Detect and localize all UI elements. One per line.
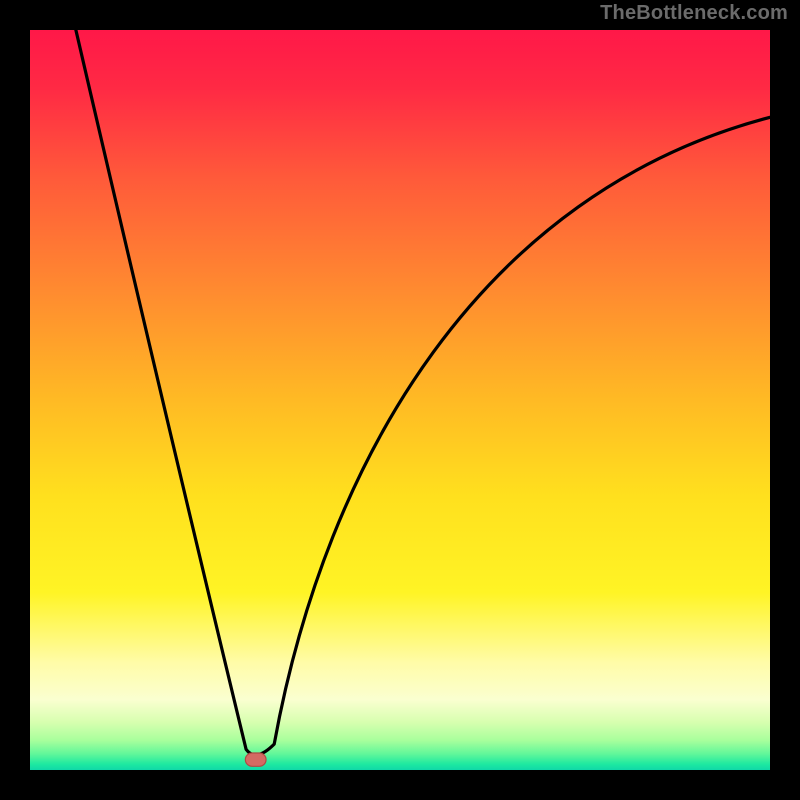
- plot-svg: [30, 30, 770, 770]
- plot-area: [30, 30, 770, 770]
- bottleneck-chart: TheBottleneck.com: [0, 0, 800, 800]
- optimal-point-marker: [245, 753, 266, 766]
- watermark-text: TheBottleneck.com: [600, 2, 788, 25]
